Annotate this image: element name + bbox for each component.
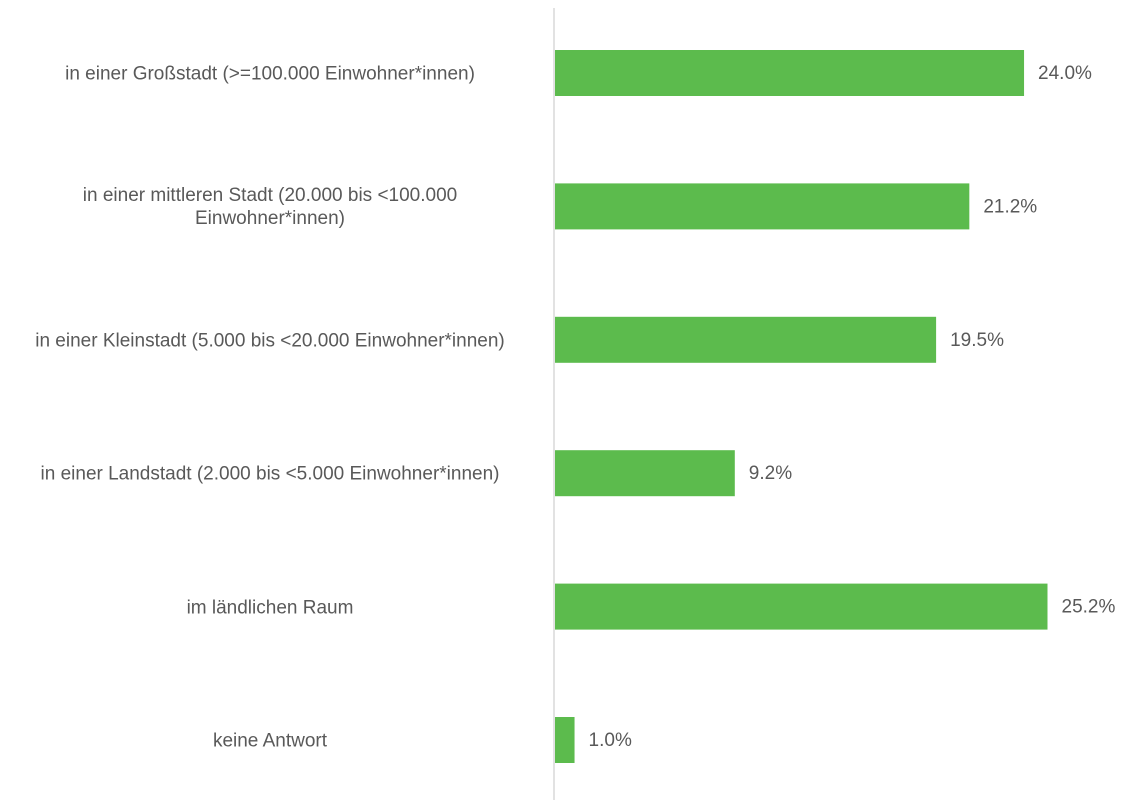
category-label: in einer Landstadt (2.000 bis <5.000 Ein… bbox=[40, 463, 500, 485]
category-label: keine Antwort bbox=[212, 730, 328, 752]
bar bbox=[555, 717, 575, 763]
value-label: 1.0% bbox=[589, 730, 632, 751]
category-label: in einer mittleren Stadt (20.000 bis <10… bbox=[82, 185, 458, 230]
value-label: 25.2% bbox=[1062, 597, 1116, 618]
category-label: in einer Großstadt (>=100.000 Einwohner*… bbox=[65, 63, 475, 85]
value-label: 9.2% bbox=[749, 463, 792, 484]
bar bbox=[555, 183, 970, 230]
value-label: 21.2% bbox=[983, 196, 1037, 217]
category-label: in einer Kleinstadt (5.000 bis <20.000 E… bbox=[35, 330, 505, 352]
category-label: im ländlichen Raum bbox=[186, 597, 354, 619]
bar bbox=[555, 450, 735, 497]
value-label: 24.0% bbox=[1038, 63, 1092, 84]
bar bbox=[555, 50, 1025, 96]
bar bbox=[555, 583, 1048, 630]
value-label: 19.5% bbox=[950, 330, 1004, 351]
bar bbox=[555, 316, 937, 363]
